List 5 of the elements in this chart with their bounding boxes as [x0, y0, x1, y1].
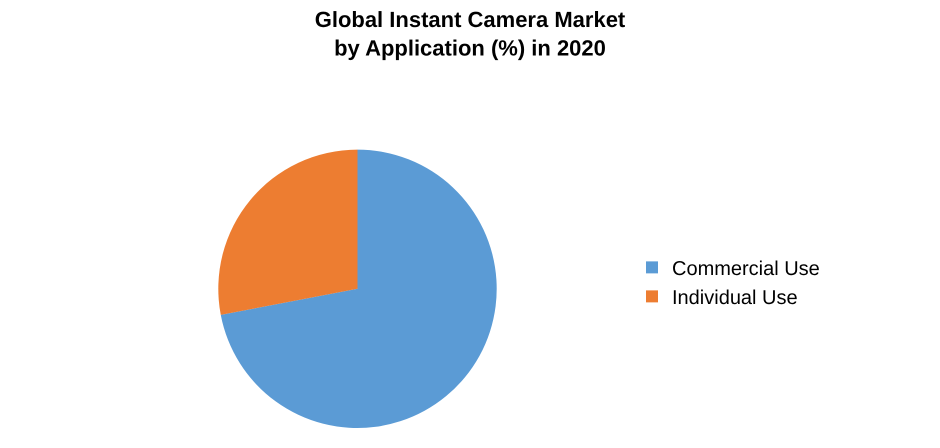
- legend-label: Commercial Use: [672, 258, 820, 280]
- pie-slice: [220, 150, 497, 428]
- legend-label: Individual Use: [672, 287, 798, 310]
- pie-slice: [218, 150, 358, 315]
- chart-title: Global Instant Camera Market by Application (%) in 2020: [314, 6, 626, 60]
